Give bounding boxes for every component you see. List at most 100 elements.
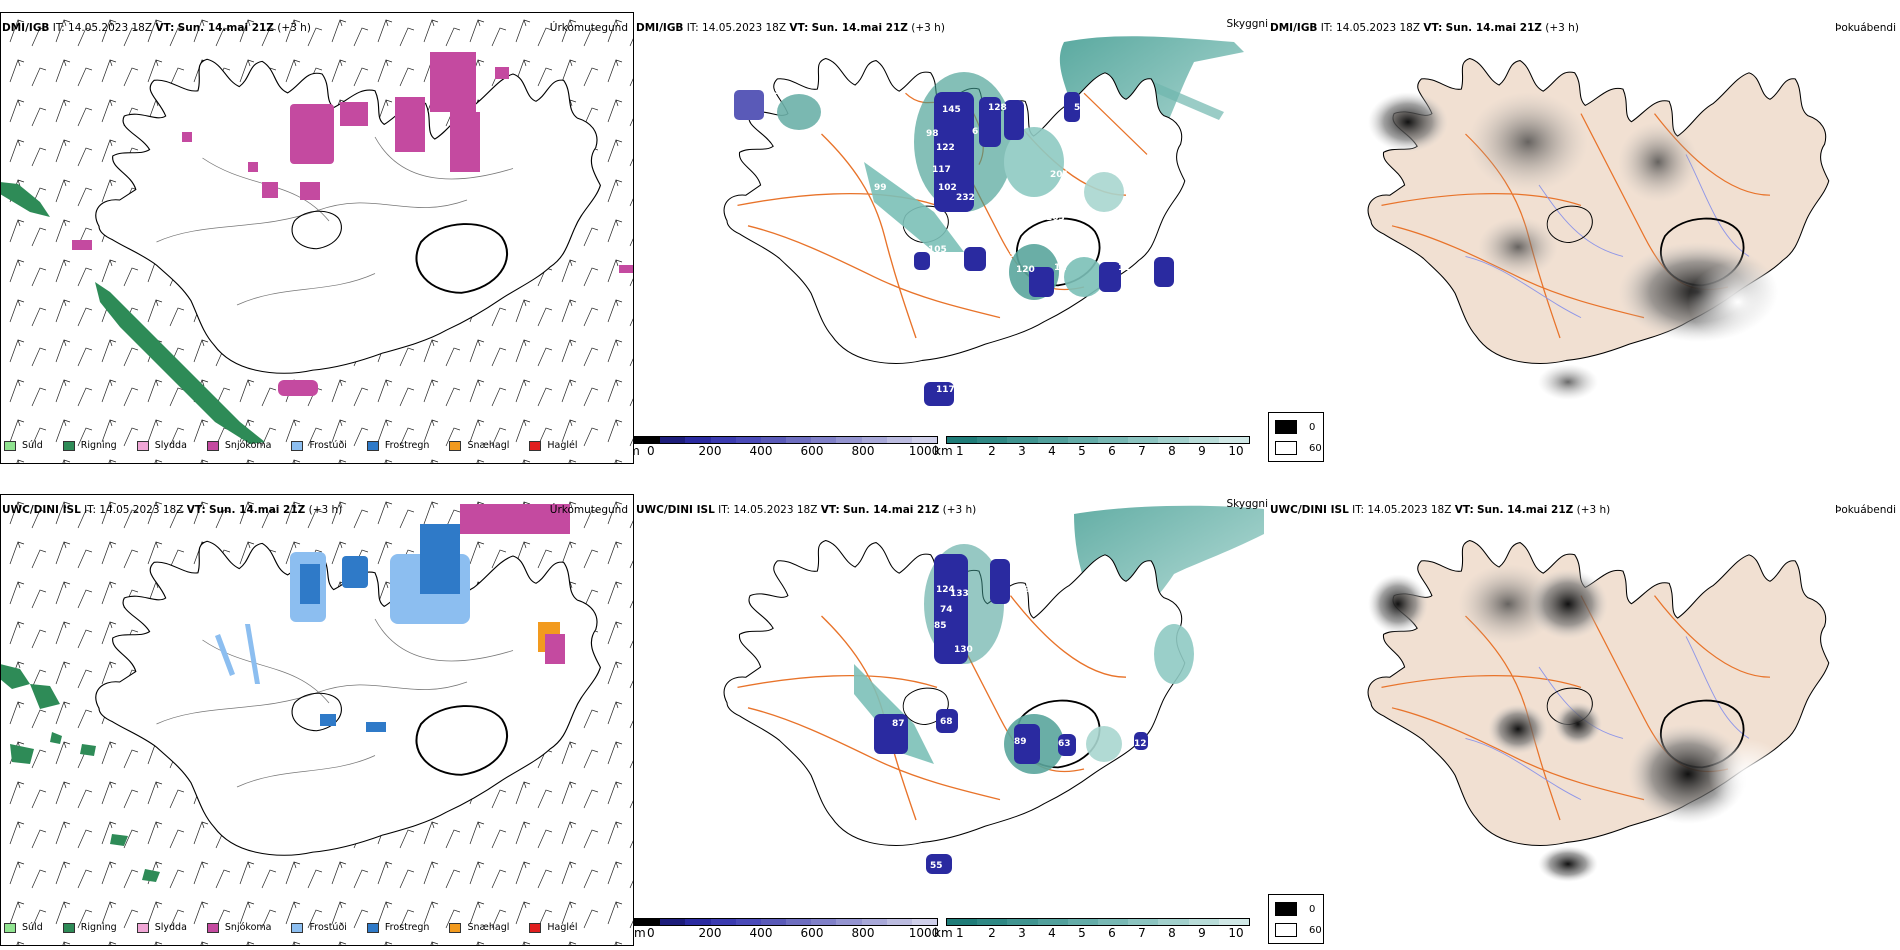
legend-label: Rigning: [80, 440, 117, 451]
precip-type-map-top: [0, 12, 634, 464]
value-label: 257: [1088, 130, 1107, 140]
precip-type-map-bottom: [0, 494, 634, 946]
model-name: UWC/DINI ISL: [636, 504, 715, 516]
value-label: 232: [956, 193, 975, 203]
legend-label: Haglél: [547, 440, 578, 451]
value-label: 21: [912, 395, 925, 405]
ceiling-colorbar-labels: m 0 200 400 600 800 1000: [634, 926, 939, 940]
fog-panel-top: DMI/IGB IT: 14.05.2023 18Z VT: Sun. 14.m…: [1268, 12, 1900, 464]
tick-label: 200: [698, 926, 722, 940]
lead-time: (+3 h): [277, 22, 311, 34]
legend-label: Frostúði: [309, 440, 347, 451]
ceiling-colorbar-labels: m 0 200 400 600 800 1000: [634, 444, 939, 458]
it-value: 14.05.2023 18Z: [1367, 504, 1452, 516]
precip-legend: Súld Rigning Slydda Snjókoma Frostúði Fr…: [4, 440, 598, 451]
fog-swatch: [1275, 923, 1297, 937]
panel-header: UWC/DINI ISL IT: 14.05.2023 18Z VT: Sun.…: [2, 504, 342, 516]
ceiling-unit: m: [634, 444, 640, 458]
legend-label: Frostúði: [309, 922, 347, 933]
visibility-colorbar: km 1 2 3 4 5 6 7 8 9 10: [934, 436, 1250, 458]
legend-swatch: [62, 440, 75, 451]
it-label: IT:: [52, 22, 65, 34]
panel-title: Þokuábendi: [1835, 504, 1896, 516]
it-label: IT:: [718, 504, 731, 516]
legend-label: Slydda: [154, 440, 187, 451]
legend-swatch: [449, 440, 462, 451]
precip-areas: [215, 504, 570, 732]
fog-legend-value: 60: [1309, 442, 1322, 454]
legend-swatch: [291, 440, 304, 451]
legend-swatch: [206, 440, 219, 451]
legend-label: Snjókoma: [224, 440, 272, 451]
visibility-colorbar-cells: [946, 918, 1250, 926]
it-label: IT:: [686, 22, 699, 34]
tick-label: 2: [988, 444, 996, 458]
legend-item: Súld: [4, 440, 43, 451]
vt-value: Sun. 14.mai 21Z: [1445, 22, 1542, 34]
visibility-values: 124 133 74 85 130 290 97 238 87 68 89 63…: [892, 569, 1147, 873]
fog-swatch: [1275, 441, 1297, 455]
model-name: DMI/IGB: [636, 22, 684, 34]
legend-label: Snæhagl: [467, 440, 510, 451]
tick-label: 4: [1048, 926, 1056, 940]
value-label: 290: [1029, 569, 1048, 579]
value-label: 52: [1034, 100, 1047, 110]
legend-label: Frostregn: [384, 922, 430, 933]
tick-label: 9: [1198, 926, 1206, 940]
legend-item: Frostregn: [366, 922, 430, 933]
fog-map-top: [1367, 57, 1830, 400]
legend-item: Snæhagl: [449, 922, 509, 933]
value-label: 6: [972, 127, 978, 137]
snow-areas: [72, 52, 634, 396]
legend-item: Slydda: [136, 922, 187, 933]
model-name: DMI/IGB: [2, 22, 50, 34]
value-label: 238: [1089, 595, 1108, 605]
legend-swatch: [529, 922, 542, 933]
tick-label: 10: [1228, 444, 1244, 458]
tick-label: 400: [749, 444, 773, 458]
legend-item: Haglél: [529, 922, 578, 933]
tick-label: 0: [647, 926, 655, 940]
value-label: 12: [1134, 739, 1147, 749]
value-label: 105: [928, 245, 947, 255]
tick-label: 6: [1108, 926, 1116, 940]
tick-label: 2: [988, 926, 996, 940]
panel-header: DMI/IGB IT: 14.05.2023 18Z VT: Sun. 14.m…: [2, 22, 311, 34]
fog-legend-row: 0: [1275, 420, 1323, 434]
vt-label: VT:: [186, 504, 206, 516]
ceiling-colorbar: m 0 200 400 600 800 1000: [634, 436, 939, 458]
fog-panel-bottom: UWC/DINI ISL IT: 14.05.2023 18Z VT: Sun.…: [1268, 494, 1900, 946]
legend-label: Snæhagl: [467, 922, 510, 933]
visibility-colorbar-labels: km 1 2 3 4 5 6 7 8 9 10: [934, 444, 1250, 458]
precip-type-panel-top: DMI/IGB IT: 14.05.2023 18Z VT: Sun. 14.m…: [0, 12, 634, 464]
fog-legend-value: 0: [1309, 903, 1316, 915]
legend-label: Slydda: [154, 922, 187, 933]
legend-swatch: [62, 922, 75, 933]
value-label: 63: [1058, 739, 1071, 749]
tick-label: 1: [956, 444, 964, 458]
legend-swatch: [366, 440, 379, 451]
tick-label: 0: [647, 444, 655, 458]
value-label: 33: [830, 227, 843, 237]
fog-shading: [1368, 564, 1788, 882]
legend-swatch: [136, 922, 149, 933]
it-value: 14.05.2023 18Z: [68, 22, 153, 34]
fog-legend: 0 60: [1268, 894, 1324, 944]
legend-swatch: [449, 922, 462, 933]
value-label: 203: [1046, 213, 1065, 223]
vt-label: VT:: [155, 22, 175, 34]
model-name: UWC/DINI ISL: [1270, 504, 1349, 516]
vt-value: Sun. 14.mai 21Z: [177, 22, 274, 34]
legend-swatch: [206, 922, 219, 933]
panel-title: Þokuábendi: [1835, 22, 1896, 34]
tick-label: 7: [1138, 926, 1146, 940]
fog-swatch: [1275, 420, 1297, 434]
lead-time: (+3 h): [1576, 504, 1611, 516]
visibility-map-bottom: 124 133 74 85 130 290 97 238 87 68 89 63…: [723, 505, 1264, 874]
legend-label: Frostregn: [384, 440, 430, 451]
tick-label: 400: [749, 926, 773, 940]
visibility-colorbar: km 1 2 3 4 5 6 7 8 9 10: [934, 918, 1250, 940]
low-ceiling-areas: [734, 90, 1174, 406]
visibility-panel-top: 155 230 145 128 52 589 257 98 122 6 23 1…: [634, 12, 1270, 464]
value-label: 80: [908, 863, 921, 873]
